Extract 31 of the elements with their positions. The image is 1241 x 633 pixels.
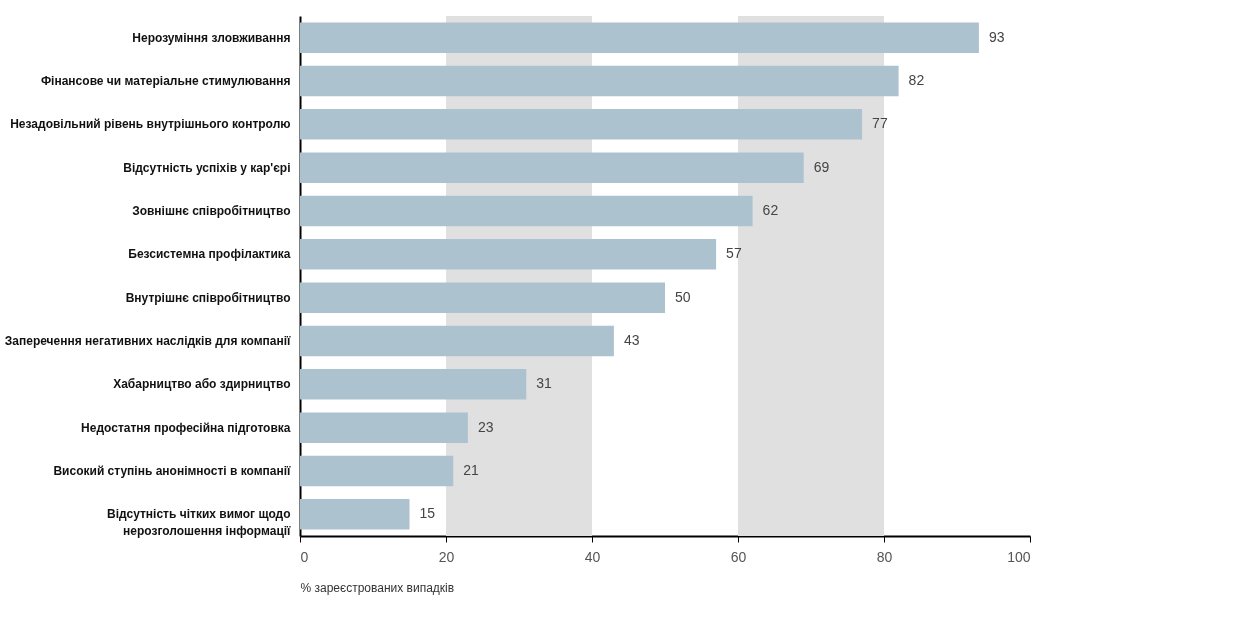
y-tick-label: Відсутність успіхів у кар'єрі	[123, 160, 291, 175]
data-label: 93	[988, 28, 1005, 45]
y-tick-label: Фінансове чи матеріальне стимулювання	[40, 74, 291, 88]
x-axis-title: % зареєстрованих випадків	[300, 580, 455, 595]
x-tick-label: 40	[584, 548, 601, 565]
y-tick-label: Нерозуміння зловживання	[132, 30, 291, 45]
data-label: 31	[536, 375, 553, 392]
y-tick-label: Внутрішнє співробітництво	[125, 290, 291, 305]
data-label: 50	[675, 288, 691, 305]
x-tick-label: 100	[1007, 548, 1031, 565]
y-tick-label: Високий ступінь анонімності в компанії	[53, 464, 292, 478]
data-label: 15	[419, 505, 436, 522]
data-label: 82	[908, 72, 925, 88]
data-label: 62	[762, 202, 779, 218]
data-label: 77	[872, 115, 888, 132]
y-tick-label: Недостатня професійна підготовка	[81, 420, 291, 435]
y-tick-label: Заперечення негативних наслідків для компанії	[4, 334, 292, 348]
x-tick-label: 0	[300, 548, 309, 565]
data-label: 23	[477, 418, 494, 435]
data-label: 21	[463, 462, 480, 478]
x-tick-label: 20	[438, 548, 455, 565]
y-tick-label: Безсистемна профілактика	[128, 247, 291, 262]
data-label: 57	[726, 245, 742, 262]
data-label: 69	[813, 158, 830, 175]
y-tick-label: Зовнішнє співробітництво	[132, 204, 291, 218]
y-tick-label: Відсутність чітких вимог щодо нерозголошення інформації	[107, 507, 292, 539]
x-tick-label: 80	[876, 548, 893, 565]
data-label: 43	[623, 332, 640, 348]
y-tick-label: Хабарництво або здирництво	[113, 377, 291, 392]
y-tick-label: Незадовільний рівень внутрішнього контролю	[10, 117, 291, 132]
x-tick-label: 60	[730, 548, 747, 565]
